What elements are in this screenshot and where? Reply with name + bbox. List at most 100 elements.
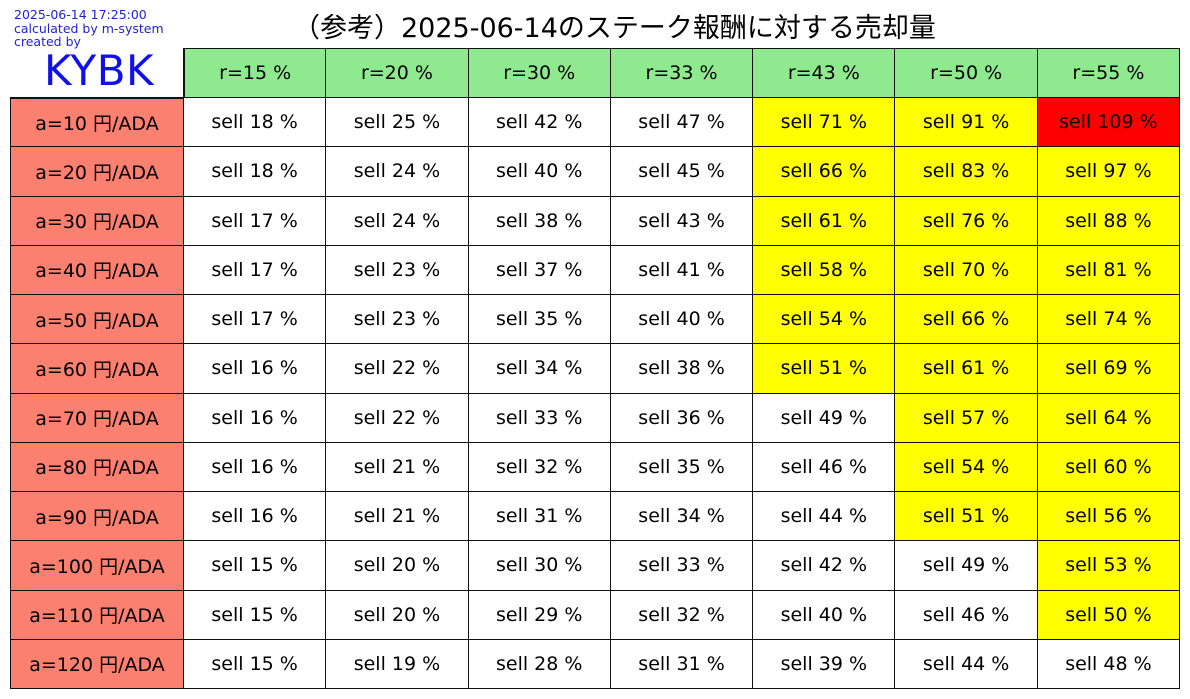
- table-cell: sell 36 %: [610, 393, 754, 443]
- column-header-7: r=55 %: [1037, 48, 1181, 98]
- table-cell: sell 15 %: [184, 541, 327, 591]
- table-cell: sell 32 %: [468, 442, 611, 492]
- table-cell: sell 48 %: [1037, 639, 1181, 689]
- table-cell: sell 33 %: [610, 541, 754, 591]
- created-by: created by: [14, 34, 81, 49]
- table-cell: sell 28 %: [468, 639, 611, 689]
- table-cell: sell 74 %: [1037, 295, 1181, 345]
- table-cell: sell 30 %: [468, 541, 611, 591]
- column-header-3: r=30 %: [468, 48, 611, 98]
- table-cell: sell 34 %: [610, 492, 754, 542]
- table-cell: sell 66 %: [753, 147, 896, 197]
- table-cell: sell 24 %: [326, 196, 469, 246]
- table-cell: sell 54 %: [753, 295, 896, 345]
- table-cell: sell 54 %: [895, 442, 1038, 492]
- table-cell: sell 39 %: [753, 639, 896, 689]
- table-cell: sell 46 %: [895, 590, 1038, 640]
- table-cell: sell 56 %: [1037, 492, 1181, 542]
- table-cell: sell 22 %: [326, 344, 469, 394]
- row-header-1: a=10 円/ADA: [10, 98, 184, 148]
- table-cell: sell 31 %: [468, 492, 611, 542]
- table-cell: sell 44 %: [895, 639, 1038, 689]
- table-cell: sell 17 %: [184, 245, 327, 295]
- column-header-4: r=33 %: [610, 48, 754, 98]
- table-cell: sell 61 %: [895, 344, 1038, 394]
- row-header-4: a=40 円/ADA: [10, 245, 184, 295]
- table-cell: sell 71 %: [753, 98, 896, 148]
- timestamp: 2025-06-14 17:25:00: [14, 7, 147, 22]
- table-cell: sell 18 %: [184, 147, 327, 197]
- table-cell: sell 43 %: [610, 196, 754, 246]
- table-cell: sell 40 %: [468, 147, 611, 197]
- table-cell: sell 33 %: [468, 393, 611, 443]
- table-cell: sell 37 %: [468, 245, 611, 295]
- table-cell: sell 83 %: [895, 147, 1038, 197]
- table-cell: sell 57 %: [895, 393, 1038, 443]
- table-cell: sell 76 %: [895, 196, 1038, 246]
- table-cell: sell 20 %: [326, 541, 469, 591]
- column-header-2: r=20 %: [326, 48, 469, 98]
- table-cell: sell 42 %: [468, 98, 611, 148]
- table-cell: sell 66 %: [895, 295, 1038, 345]
- table-cell: sell 15 %: [184, 639, 327, 689]
- table-cell: sell 23 %: [326, 245, 469, 295]
- table-cell: sell 16 %: [184, 442, 327, 492]
- table-cell: sell 38 %: [610, 344, 754, 394]
- table-cell: sell 47 %: [610, 98, 754, 148]
- table-cell: sell 35 %: [610, 442, 754, 492]
- meta-info: 2025-06-14 17:25:00 calculated by m-syst…: [14, 8, 164, 49]
- column-header-6: r=50 %: [895, 48, 1038, 98]
- table-cell: sell 20 %: [326, 590, 469, 640]
- table-cell: sell 38 %: [468, 196, 611, 246]
- page-title: （参考）2025-06-14のステーク報酬に対する売却量: [293, 13, 936, 44]
- calculated-by: calculated by m-system: [14, 20, 164, 36]
- table-cell: sell 88 %: [1037, 196, 1181, 246]
- table-cell: sell 25 %: [326, 98, 469, 148]
- table-cell: sell 44 %: [753, 492, 896, 542]
- table-cell: sell 15 %: [184, 590, 327, 640]
- table-cell: sell 31 %: [610, 639, 754, 689]
- table-cell: sell 21 %: [326, 492, 469, 542]
- table-cell: sell 40 %: [753, 590, 896, 640]
- row-header-3: a=30 円/ADA: [10, 196, 184, 246]
- table-cell: sell 49 %: [753, 393, 896, 443]
- table-cell: sell 45 %: [610, 147, 754, 197]
- table-cell: sell 17 %: [184, 196, 327, 246]
- table-cell: sell 50 %: [1037, 590, 1181, 640]
- brand-logo: KYBK: [44, 46, 155, 95]
- table-cell: sell 49 %: [895, 541, 1038, 591]
- table-cell: sell 61 %: [753, 196, 896, 246]
- table-cell: sell 32 %: [610, 590, 754, 640]
- table-cell: sell 17 %: [184, 295, 327, 345]
- table-cell: sell 42 %: [753, 541, 896, 591]
- table-cell: sell 109 %: [1037, 98, 1181, 148]
- table-cell: sell 16 %: [184, 393, 327, 443]
- table-cell: sell 18 %: [184, 98, 327, 148]
- row-header-5: a=50 円/ADA: [10, 295, 184, 345]
- table-cell: sell 51 %: [753, 344, 896, 394]
- table-cell: sell 35 %: [468, 295, 611, 345]
- table-cell: sell 40 %: [610, 295, 754, 345]
- row-header-10: a=100 円/ADA: [10, 541, 184, 591]
- table-cell: sell 91 %: [895, 98, 1038, 148]
- table-cell: sell 60 %: [1037, 442, 1181, 492]
- table-cell: sell 41 %: [610, 245, 754, 295]
- row-header-9: a=90 円/ADA: [10, 492, 184, 542]
- column-header-5: r=43 %: [753, 48, 896, 98]
- table-cell: sell 29 %: [468, 590, 611, 640]
- row-header-2: a=20 円/ADA: [10, 147, 184, 197]
- table-corner: [10, 48, 184, 98]
- row-header-8: a=80 円/ADA: [10, 442, 184, 492]
- column-header-1: r=15 %: [184, 48, 327, 98]
- table-cell: sell 24 %: [326, 147, 469, 197]
- table-cell: sell 16 %: [184, 492, 327, 542]
- table-cell: sell 53 %: [1037, 541, 1181, 591]
- table-cell: sell 58 %: [753, 245, 896, 295]
- table-cell: sell 22 %: [326, 393, 469, 443]
- row-header-7: a=70 円/ADA: [10, 393, 184, 443]
- row-header-12: a=120 円/ADA: [10, 639, 184, 689]
- table-cell: sell 21 %: [326, 442, 469, 492]
- table-cell: sell 51 %: [895, 492, 1038, 542]
- table-cell: sell 69 %: [1037, 344, 1181, 394]
- table-cell: sell 34 %: [468, 344, 611, 394]
